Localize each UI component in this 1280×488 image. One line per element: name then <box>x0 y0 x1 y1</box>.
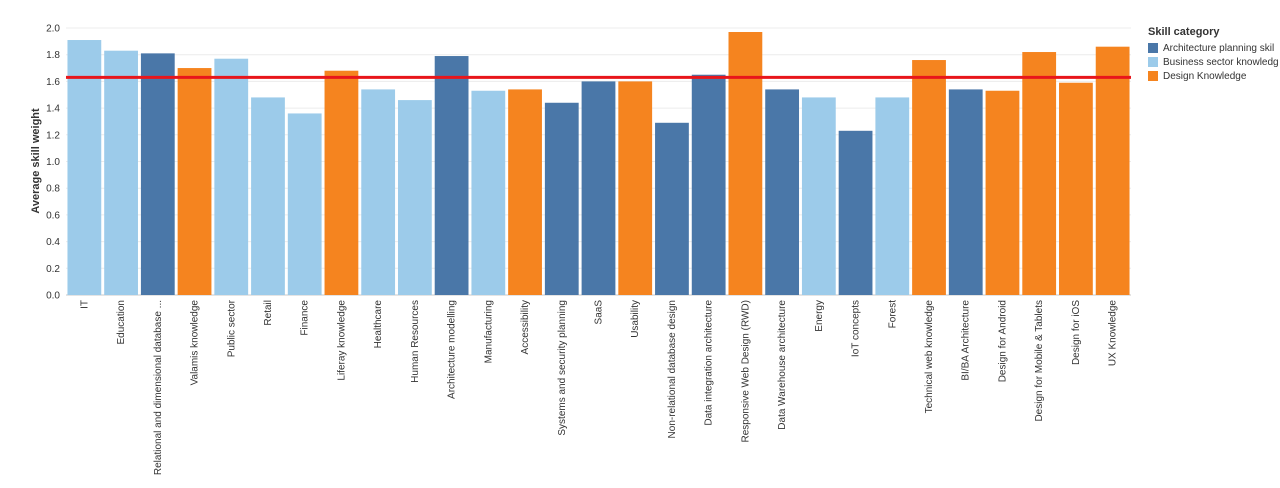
y-tick-label: 1.8 <box>46 50 60 61</box>
y-tick-label: 0.8 <box>46 184 60 195</box>
y-tick-label: 0.2 <box>46 264 60 275</box>
x-tick-label: Retail <box>263 300 274 326</box>
bar[interactable] <box>1095 46 1130 295</box>
bar[interactable] <box>397 100 432 295</box>
bar[interactable] <box>581 81 616 296</box>
x-tick-label: BI/BA Architecture <box>961 300 972 381</box>
bar[interactable] <box>765 89 800 295</box>
bar[interactable] <box>875 97 910 295</box>
x-tick-label: Healthcare <box>373 300 384 349</box>
bar[interactable] <box>471 90 506 296</box>
bar[interactable] <box>1022 52 1057 295</box>
x-tick-label: Energy <box>814 300 825 332</box>
bar[interactable] <box>655 122 689 295</box>
y-tick-label: 1.6 <box>46 77 60 88</box>
bar[interactable] <box>544 102 579 295</box>
legend-item-architecture[interactable]: Architecture planning skil <box>1148 41 1280 55</box>
bar[interactable] <box>287 113 322 295</box>
legend-label: Business sector knowledg <box>1163 56 1279 68</box>
x-tick-label: Systems and security planning <box>557 300 568 436</box>
bar[interactable] <box>361 89 396 295</box>
legend-swatch <box>1148 43 1158 53</box>
legend: Skill category Architecture planning ski… <box>1148 26 1280 83</box>
bar[interactable] <box>691 74 726 295</box>
x-axis-ticks: IT Education Relational and dimensional da… <box>79 299 1118 475</box>
bar[interactable] <box>1059 82 1093 295</box>
legend-swatch <box>1148 57 1158 67</box>
x-tick-label: Usability <box>630 300 641 338</box>
x-tick-label: Data integration architecture <box>704 300 715 426</box>
bar[interactable] <box>948 89 983 295</box>
legend-swatch <box>1148 71 1158 81</box>
y-axis-ticks: 0.0 0.2 0.4 0.6 0.8 1.0 1.2 1.4 1.6 1.8 2.0 <box>46 24 60 302</box>
x-tick-label: Forest <box>887 300 898 329</box>
x-tick-label: Design for Android <box>997 300 1008 382</box>
x-tick-label: Education <box>116 300 127 344</box>
x-tick-label: Liferay knowledge <box>336 300 347 381</box>
bar[interactable] <box>251 97 285 295</box>
x-tick-label: Technical web knowledge <box>924 300 935 414</box>
bar[interactable] <box>434 56 469 295</box>
x-tick-label: Data Warehouse architecture <box>777 300 788 430</box>
x-tick-label: SaaS <box>594 300 605 325</box>
x-tick-label: Human Resources <box>410 300 421 383</box>
x-tick-label: Non-relational database design <box>667 300 678 438</box>
legend-label: Design Knowledge <box>1163 70 1247 82</box>
bar[interactable] <box>508 89 542 295</box>
x-tick-label: IoT concepts <box>851 300 862 357</box>
y-tick-label: 0.4 <box>46 237 60 248</box>
y-tick-label: 1.2 <box>46 130 60 141</box>
x-tick-label: Design for iOS <box>1071 300 1082 365</box>
x-tick-label: Architecture modelling <box>447 300 458 399</box>
bars <box>67 32 1130 296</box>
x-tick-label: Accessibility <box>520 300 531 354</box>
bar[interactable] <box>985 90 1020 296</box>
y-tick-label: 1.0 <box>46 157 60 168</box>
bar[interactable] <box>67 40 102 295</box>
bar[interactable] <box>912 60 946 295</box>
x-tick-label: Finance <box>300 300 311 336</box>
bar[interactable] <box>728 32 763 295</box>
bar[interactable] <box>618 81 653 296</box>
bar[interactable] <box>177 68 212 295</box>
y-tick-label: 0.6 <box>46 210 60 221</box>
x-tick-label: UX Knowledge <box>1108 300 1119 367</box>
legend-title: Skill category <box>1148 26 1220 38</box>
x-tick-label: Manufacturing <box>483 300 494 363</box>
x-tick-label: Relational and dimensional database ... <box>153 300 164 475</box>
x-tick-label: Design for Mobile & Tablets <box>1034 300 1045 422</box>
bar[interactable] <box>214 58 249 295</box>
y-tick-label: 0.0 <box>46 291 60 302</box>
x-tick-label: Valamis knowledge <box>190 300 201 386</box>
bar[interactable] <box>104 50 138 295</box>
bar[interactable] <box>801 97 836 295</box>
x-tick-label: IT <box>79 300 90 309</box>
legend-item-design-knowledge[interactable]: Design Knowledge <box>1148 69 1280 83</box>
y-tick-label: 2.0 <box>46 24 60 35</box>
bar[interactable] <box>838 130 873 295</box>
bar[interactable] <box>324 70 359 295</box>
y-axis-label: Average skill weight <box>30 108 42 214</box>
x-tick-label: Responsive Web Design (RWD) <box>740 300 751 442</box>
legend-label: Architecture planning skil <box>1163 42 1275 54</box>
legend-item-business-sector[interactable]: Business sector knowledg <box>1148 55 1280 69</box>
bar[interactable] <box>140 53 175 295</box>
y-tick-label: 1.4 <box>46 104 60 115</box>
x-tick-label: Public sector <box>226 299 237 357</box>
